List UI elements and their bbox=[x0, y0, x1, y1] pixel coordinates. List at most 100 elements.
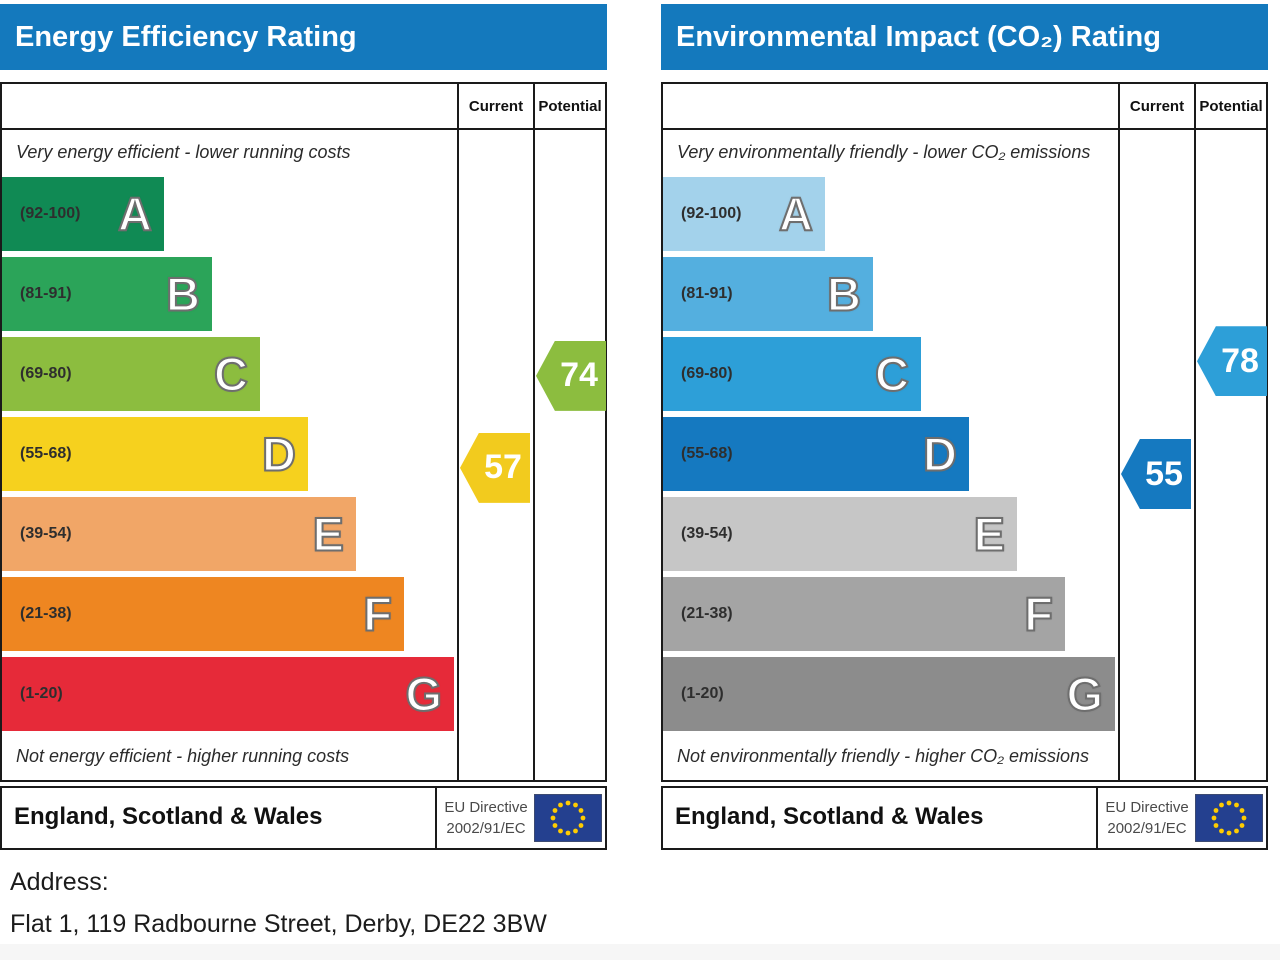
band-row-A: (92-100) A bbox=[2, 174, 457, 254]
band-range-label: (69-80) bbox=[681, 365, 733, 382]
eu-flag-icon bbox=[534, 794, 602, 842]
band-bar-C: (69-80) C bbox=[2, 337, 260, 411]
potential-rating-value: 78 bbox=[1221, 341, 1259, 380]
band-range-label: (39-54) bbox=[681, 525, 733, 542]
rating-bands: (92-100) A (81-91) B (69-80) C (55-68) D (39-54)… bbox=[663, 174, 1118, 734]
band-range-label: (39-54) bbox=[20, 525, 72, 542]
current-rating-arrow: 55 bbox=[1121, 439, 1191, 509]
band-range-label: (55-68) bbox=[20, 445, 72, 462]
band-letter: B bbox=[165, 267, 201, 322]
band-letter: G bbox=[404, 667, 443, 722]
potential-rating-arrow: 74 bbox=[536, 340, 606, 411]
band-row-D: (55-68) D bbox=[663, 414, 1118, 494]
band-range-label: (55-68) bbox=[681, 445, 733, 462]
current-column-divider bbox=[457, 84, 459, 780]
caption-bottom: Not environmentally friendly - higher CO… bbox=[677, 746, 1090, 766]
band-row-F: (21-38) F bbox=[2, 574, 457, 654]
band-row-C: (69-80) C bbox=[2, 334, 457, 414]
band-row-B: (81-91) B bbox=[2, 254, 457, 334]
region-label: England, Scotland & Wales bbox=[14, 803, 323, 830]
band-letter: C bbox=[874, 347, 910, 402]
band-letter: D bbox=[922, 427, 958, 482]
current-column-header: Current bbox=[468, 98, 524, 115]
rating-table: Current Potential Very energy efficient … bbox=[0, 82, 607, 782]
band-range-label: (92-100) bbox=[681, 205, 742, 222]
band-row-A: (92-100) A bbox=[663, 174, 1118, 254]
band-bar-A: (92-100) A bbox=[2, 177, 164, 251]
band-range-label: (92-100) bbox=[20, 205, 81, 222]
band-bar-F: (21-38) F bbox=[2, 577, 404, 651]
chart-title: Environmental Impact (CO₂) Rating bbox=[661, 4, 1268, 70]
current-rating-arrow: 57 bbox=[460, 432, 530, 503]
band-bar-D: (55-68) D bbox=[663, 417, 969, 491]
band-letter: E bbox=[973, 507, 1006, 562]
band-row-B: (81-91) B bbox=[663, 254, 1118, 334]
band-bar-E: (39-54) E bbox=[2, 497, 356, 571]
band-row-E: (39-54) E bbox=[2, 494, 457, 574]
current-column-header: Current bbox=[1129, 98, 1185, 115]
table-header-row bbox=[663, 84, 1266, 130]
address-label: Address: bbox=[10, 868, 109, 896]
band-row-E: (39-54) E bbox=[663, 494, 1118, 574]
band-bar-E: (39-54) E bbox=[663, 497, 1017, 571]
caption-top: Very environmentally friendly - lower CO… bbox=[677, 142, 1091, 162]
band-bar-D: (55-68) D bbox=[2, 417, 308, 491]
band-letter: B bbox=[826, 267, 862, 322]
band-range-label: (81-91) bbox=[20, 285, 72, 302]
chart-title: Energy Efficiency Rating bbox=[0, 4, 607, 70]
band-bar-G: (1-20) G bbox=[2, 657, 454, 731]
caption-bottom: Not energy efficient - higher running co… bbox=[16, 746, 350, 766]
band-bar-F: (21-38) F bbox=[663, 577, 1065, 651]
band-range-label: (1-20) bbox=[681, 685, 724, 702]
band-letter: F bbox=[362, 587, 393, 642]
band-range-label: (69-80) bbox=[20, 365, 72, 382]
band-row-C: (69-80) C bbox=[663, 334, 1118, 414]
current-rating-value: 55 bbox=[1145, 454, 1183, 493]
band-letter: G bbox=[1065, 667, 1104, 722]
energy-efficiency-chart: Energy Efficiency Rating Current Potenti… bbox=[0, 4, 607, 850]
potential-column-divider bbox=[533, 84, 535, 780]
address-block: Address: Flat 1, 119 Radbourne Street, D… bbox=[10, 866, 547, 940]
eu-directive-text: EU Directive 2002/91/EC bbox=[1105, 799, 1189, 837]
footer-divider bbox=[1096, 786, 1098, 850]
band-bar-A: (92-100) A bbox=[663, 177, 825, 251]
chart-footer: England, Scotland & Wales EU Directive 2… bbox=[0, 786, 607, 850]
band-range-label: (1-20) bbox=[20, 685, 63, 702]
potential-rating-value: 74 bbox=[560, 356, 598, 395]
band-row-G: (1-20) G bbox=[663, 654, 1118, 734]
address-value: Flat 1, 119 Radbourne Street, Derby, DE2… bbox=[10, 910, 547, 938]
band-row-G: (1-20) G bbox=[2, 654, 457, 734]
current-rating-value: 57 bbox=[484, 448, 522, 487]
band-row-F: (21-38) F bbox=[663, 574, 1118, 654]
band-letter: C bbox=[213, 347, 249, 402]
band-letter: F bbox=[1023, 587, 1054, 642]
eu-flag-icon bbox=[1195, 794, 1263, 842]
band-bar-C: (69-80) C bbox=[663, 337, 921, 411]
eu-directive-text: EU Directive 2002/91/EC bbox=[444, 799, 528, 837]
region-label: England, Scotland & Wales bbox=[675, 803, 984, 830]
band-range-label: (21-38) bbox=[681, 605, 733, 622]
band-bar-B: (81-91) B bbox=[2, 257, 212, 331]
band-letter: D bbox=[261, 427, 297, 482]
footer-divider bbox=[435, 786, 437, 850]
band-bar-G: (1-20) G bbox=[663, 657, 1115, 731]
potential-column-header: Potential bbox=[1199, 98, 1263, 115]
band-letter: E bbox=[312, 507, 345, 562]
band-range-label: (21-38) bbox=[20, 605, 72, 622]
bottom-strip bbox=[0, 944, 1280, 960]
table-header-row bbox=[2, 84, 605, 130]
environmental-impact-chart: Environmental Impact (CO₂) Rating Curren… bbox=[661, 4, 1268, 850]
rating-table: Current Potential Very environmentally f… bbox=[661, 82, 1268, 782]
potential-column-divider bbox=[1194, 84, 1196, 780]
potential-rating-arrow: 78 bbox=[1197, 326, 1267, 397]
rating-bands: (92-100) A (81-91) B (69-80) C (55-68) D (39-54)… bbox=[2, 174, 457, 734]
current-column-divider bbox=[1118, 84, 1120, 780]
chart-footer: England, Scotland & Wales EU Directive 2… bbox=[661, 786, 1268, 850]
caption-top: Very energy efficient - lower running co… bbox=[16, 142, 351, 162]
band-row-D: (55-68) D bbox=[2, 414, 457, 494]
band-bar-B: (81-91) B bbox=[663, 257, 873, 331]
band-letter: A bbox=[117, 187, 153, 242]
band-letter: A bbox=[778, 187, 814, 242]
band-range-label: (81-91) bbox=[681, 285, 733, 302]
